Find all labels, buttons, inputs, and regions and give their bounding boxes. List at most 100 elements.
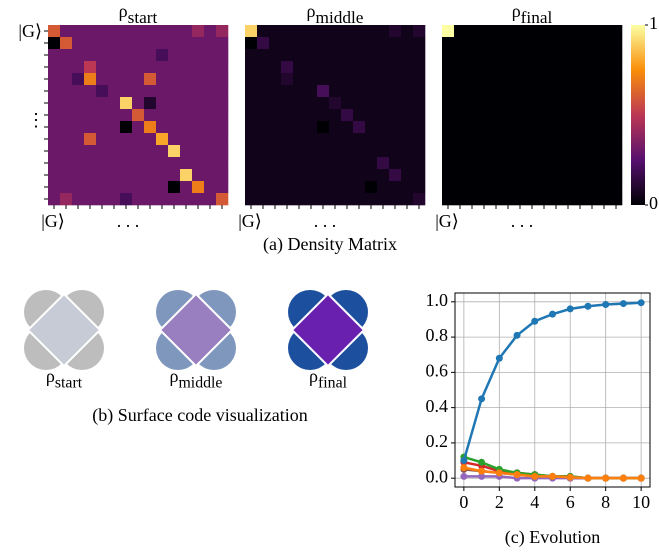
heatmap-cell [329,97,341,109]
series-point [460,457,467,464]
heatmap-cell [353,169,365,181]
heatmap-cell [48,61,60,73]
heatmap-cell [192,181,204,193]
heatmap-cell [478,133,490,145]
heatmap-cell [550,193,562,205]
heatmap-cell [514,169,526,181]
heatmap-cell [574,85,586,97]
heatmap-cell [490,61,502,73]
heatmap-cell [550,157,562,169]
heatmap-cell [269,61,281,73]
heatmap-cell [401,37,413,49]
heatmap-cell [389,97,401,109]
heatmap-cell [293,49,305,61]
heatmap-cell [293,73,305,85]
heatmap-cell [442,133,454,145]
heatmap-cell [317,133,329,145]
heatmap-cell [526,181,538,193]
heatmap-cell [180,181,192,193]
heatmap-cell [389,133,401,145]
heatmap-cell [514,157,526,169]
heatmap-cell [329,133,341,145]
heatmap-cell [96,49,108,61]
heatmap-cell [389,25,401,37]
heatmap-cell [257,169,269,181]
heatmap-cell [132,181,144,193]
heatmap-cell [526,109,538,121]
heatmap-cell [293,193,305,205]
heatmap-cell [120,121,132,133]
heatmap-cell [526,157,538,169]
heatmap-cell [442,97,454,109]
y-tick-label: 0.2 [426,431,449,451]
heatmap-cell [538,169,550,181]
heatmap-cell [108,181,120,193]
heatmap-cell [245,61,257,73]
heatmap-cell [466,109,478,121]
heatmap-cell [377,85,389,97]
heatmap-cell [156,25,168,37]
heatmap-cell [478,121,490,133]
heatmap-cell [180,193,192,205]
heatmap-cell [108,157,120,169]
heatmap-cell [401,193,413,205]
heatmap-cell [329,25,341,37]
heatmap-cell [245,37,257,49]
heatmap-cell [341,73,353,85]
heatmap-cell [514,145,526,157]
heatmap-cell [108,169,120,181]
heatmap-cell [377,193,389,205]
heatmap-cell [442,145,454,157]
heatmap-cell [454,73,466,85]
heatmap-cell [586,109,598,121]
heatmap-cell [281,49,293,61]
rho-subscript: start [128,8,158,27]
heatmap-cell [610,121,622,133]
heatmap-cell [353,85,365,97]
heatmap-cell [490,73,502,85]
heatmap-cell [490,193,502,205]
heatmap-cell [144,193,156,205]
heatmap-cell [281,169,293,181]
heatmap-cell [514,85,526,97]
heatmap-cell [60,25,72,37]
heatmap-cell [574,25,586,37]
heatmap-cell [144,73,156,85]
heatmap-cell [353,25,365,37]
heatmap-cell [442,37,454,49]
heatmap-cell [84,37,96,49]
heatmap-cell [610,73,622,85]
heatmap-cell [48,157,60,169]
surface-label: ρfinal [309,366,348,391]
heatmap-cell [329,61,341,73]
heatmap-cell [526,49,538,61]
heatmap-cell [216,109,228,121]
heatmap-cell [401,97,413,109]
heatmap-cell [401,73,413,85]
heatmap-cell [478,85,490,97]
heatmap-cell [574,109,586,121]
heatmap-cell [562,25,574,37]
heatmap-cell [257,109,269,121]
heatmap-cell [60,73,72,85]
heatmap-cell [365,49,377,61]
heatmap-cell [502,145,514,157]
heatmap-cell [610,193,622,205]
heatmap-cell [60,157,72,169]
heatmap-cell [216,25,228,37]
heatmap-cell [180,121,192,133]
heatmap-cell [562,61,574,73]
heatmap-cell [60,145,72,157]
heatmap-cell [48,49,60,61]
heatmap-cell [353,109,365,121]
heatmap-cell [156,49,168,61]
heatmap-cell [144,145,156,157]
heatmap-cell [120,37,132,49]
heatmap-cell [478,157,490,169]
heatmap-cell [586,145,598,157]
heatmap-cell [562,133,574,145]
heatmap-cell [574,145,586,157]
heatmap-cell [269,85,281,97]
heatmap-cell [144,37,156,49]
heatmap-cell [72,193,84,205]
